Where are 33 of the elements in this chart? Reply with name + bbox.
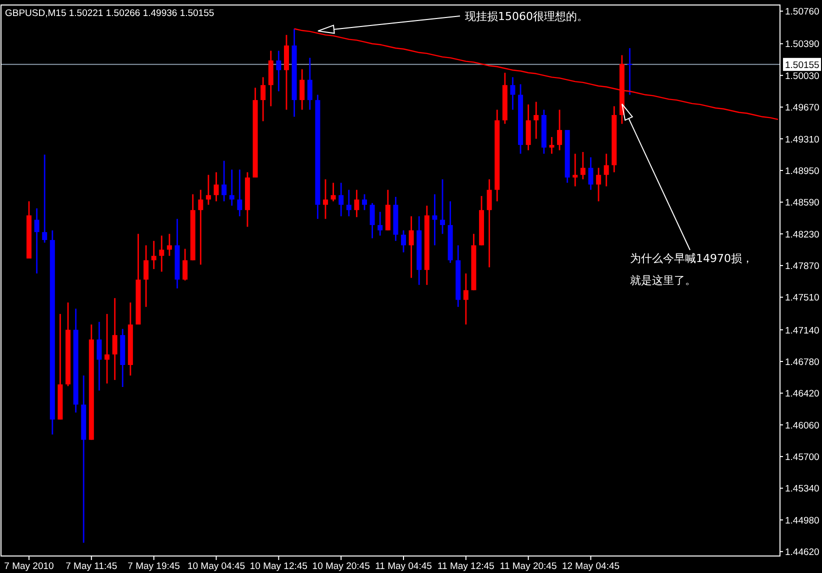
y-tick-label: 1.49310 [785,134,820,146]
y-tick-label: 1.47870 [785,261,820,272]
y-tick-label: 1.46060 [785,420,820,432]
y-tick-label: 1.46780 [785,356,820,368]
x-tick-label: 10 May 12:45 [250,561,308,572]
y-tick-label: 1.50760 [785,6,820,18]
annotation: 现挂损15060很理想的。 [465,10,588,23]
annotation: 为什么今早喊14970损， [630,252,753,265]
y-tick-label: 1.48950 [785,166,820,177]
x-tick-label: 11 May 04:45 [375,561,432,572]
y-tick-label: 1.47510 [785,292,820,304]
y-tick-label: 1.45340 [785,484,820,495]
y-tick-label: 1.50390 [785,39,820,50]
x-tick-label: 11 May 12:45 [437,561,494,572]
y-tick-label: 1.45700 [785,452,820,464]
y-tick-label: 1.50030 [785,70,820,82]
x-tick-label: 7 May 19:45 [128,561,180,572]
y-tick-label: 1.44620 [785,547,820,558]
y-tick-label: 1.48230 [785,229,820,240]
x-tick-label: 11 May 20:45 [500,561,557,572]
annotation: 就是这里了。 [630,274,696,287]
x-tick-label: 10 May 20:45 [312,561,370,572]
x-tick-label: 7 May 2010 [4,561,54,572]
ref-line-label: 1.50155 [785,60,820,71]
y-tick-label: 1.49670 [785,102,820,114]
x-tick-label: 12 May 04:45 [562,561,620,572]
y-tick-label: 1.46420 [785,388,820,400]
chart-title: GBPUSD,M15 1.50221 1.50266 1.49936 1.50155 [5,8,214,19]
y-tick-label: 1.44980 [785,515,820,526]
x-tick-label: 7 May 11:45 [66,561,118,572]
x-tick-label: 10 May 04:45 [187,561,246,572]
y-tick-label: 1.47140 [785,325,820,336]
y-tick-label: 1.48590 [785,198,820,209]
